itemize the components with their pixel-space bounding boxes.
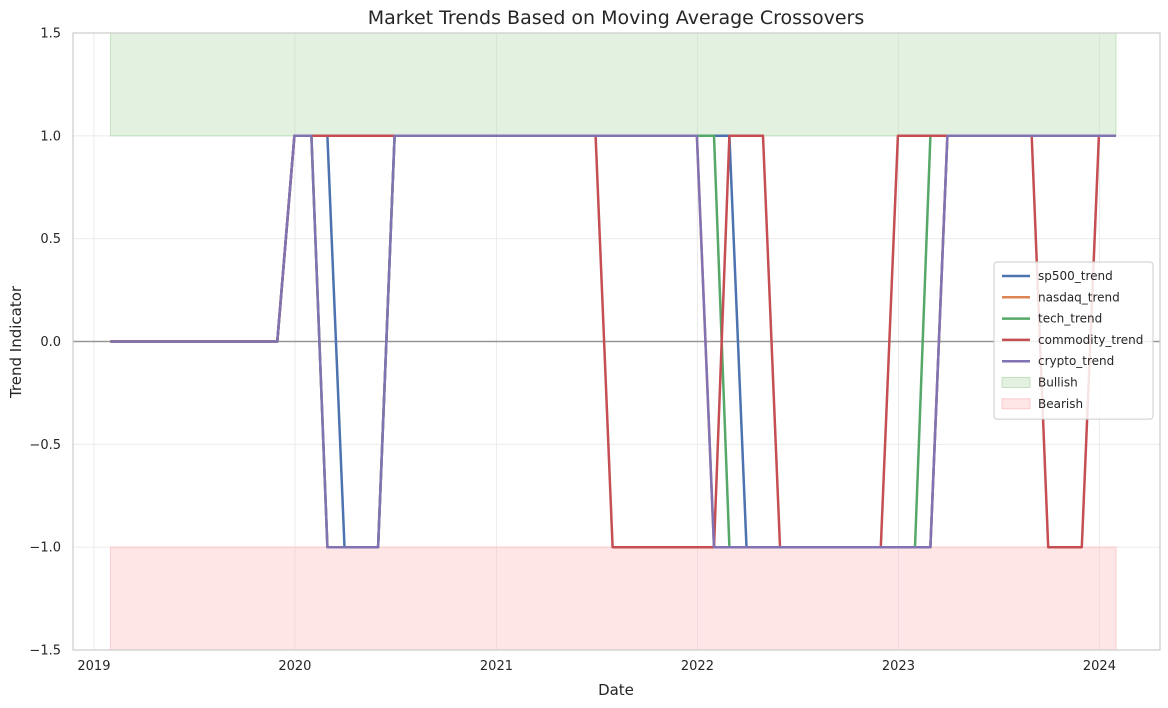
legend-swatch-bullish [1001, 377, 1031, 388]
legend-label: tech_trend [1038, 312, 1102, 326]
plot-frame [72, 32, 1161, 651]
x-axis-label: Date [598, 681, 634, 699]
y-tick-label: −0.5 [29, 438, 61, 453]
x-tick-label: 2024 [1083, 659, 1116, 674]
bullish-band [109, 32, 1117, 137]
chart-title: Market Trends Based on Moving Average Cr… [368, 7, 864, 29]
legend-swatch-bearish [1001, 398, 1031, 410]
bearish-band [109, 546, 1117, 651]
legend-label: commodity_trend [1038, 333, 1143, 347]
y-tick-label: 0.0 [40, 335, 61, 350]
x-tick-label: 2023 [882, 659, 915, 674]
legend: sp500_trend nasdaq_trend tech_trendcommodi… [993, 261, 1154, 420]
crypto-trend-line [110, 134, 1116, 549]
legend-box [993, 261, 1154, 420]
x-tick-label: 2019 [77, 659, 110, 674]
y-tick-label: 1.0 [40, 129, 61, 144]
x-tick-label: 2022 [681, 659, 714, 674]
legend-label: nasdaq_trend [1038, 290, 1120, 304]
legend-label: sp500_trend [1038, 269, 1113, 283]
y-tick-label: 0.5 [40, 232, 61, 247]
y-tick-label: −1.0 [29, 541, 61, 556]
legend-label: Bullish [1038, 376, 1078, 390]
y-axis-label: Trend Indicator [7, 285, 25, 399]
plot-area: −1.5 −1.0 −0.5 0.0 0.5 1.0 1.5 2019 2020 2021 2022… [29, 27, 1161, 674]
legend-label: Bearish [1038, 397, 1083, 411]
y-tick-label: 1.5 [40, 27, 61, 42]
y-tick-label: −1.5 [29, 644, 61, 659]
x-tick-label: 2021 [480, 659, 513, 674]
legend-label: crypto_trend [1038, 354, 1114, 368]
x-tick-label: 2020 [278, 659, 311, 674]
